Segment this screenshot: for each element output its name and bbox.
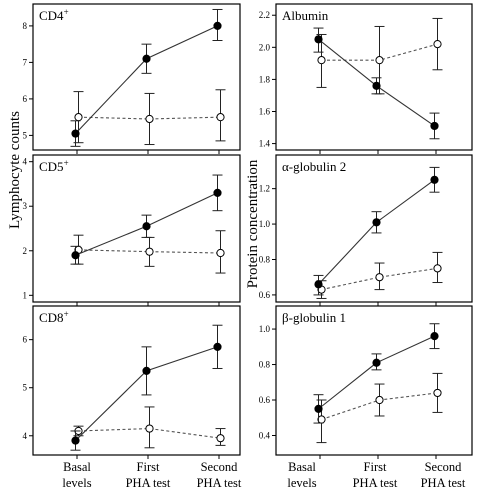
ytick-label-cd5-1: 2 — [23, 246, 28, 256]
panel-frame-cd4 — [32, 3, 241, 151]
data-point-cd5-1-2 — [216, 248, 225, 258]
panel-title-cd8: CD8+ — [39, 309, 69, 325]
data-point-cd4-0-0 — [71, 129, 80, 138]
data-point-albumin-1-2 — [433, 40, 442, 49]
panel-title-cd4: CD4+ — [39, 7, 69, 23]
data-point-cd4-0-2 — [213, 21, 222, 30]
ytick-label-alpha-globulin-2-2: 1.0 — [259, 219, 271, 229]
ytick-label-cd4-0: 5 — [23, 130, 28, 140]
data-point-cd5-0-0 — [71, 251, 80, 260]
panel-cd5: CD5+ 1 2 3 4 — [23, 154, 241, 306]
ytick-label-albumin-2: 1.8 — [259, 74, 271, 84]
ytick-label-cd8-2: 6 — [23, 335, 28, 345]
data-point-albumin-0-2 — [430, 121, 439, 131]
ytick-label-albumin-1: 1.6 — [259, 106, 271, 116]
ytick-label-cd4-2: 7 — [23, 57, 28, 67]
data-point-cd5-0-2 — [213, 188, 222, 197]
data-point-beta-globulin-1-0-2 — [430, 332, 439, 341]
data-point-beta-globulin-1-0-0 — [314, 404, 323, 413]
ytick-label-cd8-0: 4 — [23, 431, 28, 441]
ytick-label-beta-globulin-1-0: 0.4 — [259, 430, 271, 440]
panels: CD4+ 5 6 7 8 Albumin 1.4 1.6 1.8 2.0 2.2 CD5+ 1 2 3 4 α-… — [23, 3, 473, 459]
ytick-label-albumin-4: 2.2 — [259, 10, 270, 20]
data-point-albumin-0-1 — [372, 81, 381, 90]
data-point-beta-globulin-1-1-2 — [433, 388, 442, 398]
x-label-first-line1: First — [137, 460, 160, 474]
data-point-alpha-globulin-2-1-2 — [433, 264, 442, 273]
ytick-label-alpha-globulin-2-3: 1.2 — [259, 184, 270, 194]
x-label-basal-line2-right: levels — [287, 476, 316, 490]
x-label-basal-line1-right: Basal — [288, 460, 316, 474]
series-line-cd8-1 — [78, 428, 221, 439]
ytick-label-albumin-3: 2.0 — [259, 42, 271, 52]
ytick-label-albumin-0: 1.4 — [259, 139, 271, 149]
data-point-cd8-1-2 — [216, 434, 225, 443]
panel-title-albumin: Albumin — [282, 8, 329, 23]
data-point-albumin-1-0 — [317, 56, 326, 65]
x-label-first-line2-right: PHA test — [353, 476, 398, 490]
x-label-basal-line2: levels — [62, 476, 91, 490]
ytick-label-cd4-1: 6 — [23, 94, 28, 104]
ytick-label-alpha-globulin-2-1: 0.8 — [259, 254, 271, 264]
panel-title-beta-globulin-1: β-globulin 1 — [282, 310, 346, 325]
ytick-label-cd5-2: 3 — [23, 201, 28, 211]
panel-frame-cd8 — [32, 305, 241, 456]
data-point-albumin-0-0 — [314, 35, 323, 44]
data-point-beta-globulin-1-0-1 — [372, 358, 381, 367]
panel-albumin: Albumin 1.4 1.6 1.8 2.0 2.2 — [259, 3, 473, 154]
data-point-cd8-0-0 — [71, 436, 80, 445]
ytick-label-cd4-3: 8 — [23, 21, 28, 31]
series-line-cd4-1 — [78, 116, 221, 120]
ytick-label-beta-globulin-1-1: 0.6 — [259, 395, 271, 405]
data-point-cd8-1-1 — [145, 424, 154, 433]
data-point-cd4-1-2 — [216, 113, 225, 122]
data-point-cd8-0-1 — [142, 366, 151, 375]
data-point-cd4-1-1 — [145, 114, 154, 124]
right-y-axis-label: Protein concentration — [245, 159, 261, 288]
x-label-second-line2: PHA test — [197, 476, 242, 490]
x-label-basal-line1: Basal — [63, 460, 91, 474]
x-label-second-line1-right: Second — [425, 460, 463, 474]
x-label-first-line1-right: First — [364, 460, 387, 474]
panel-cd4: CD4+ 5 6 7 8 — [23, 3, 241, 154]
data-point-alpha-globulin-2-0-0 — [314, 280, 323, 289]
panel-beta-globulin-1: β-globulin 1 0.4 0.6 0.8 1.0 — [259, 305, 473, 459]
data-point-cd8-0-2 — [213, 342, 222, 351]
ytick-label-cd5-3: 4 — [23, 157, 28, 167]
panel-title-sup-cd4: + — [64, 7, 69, 17]
panel-alpha-globulin-2: α-globulin 2 0.6 0.8 1.0 1.2 — [259, 154, 473, 306]
panel-frame-cd5 — [32, 154, 241, 303]
data-point-albumin-1-1 — [375, 56, 384, 65]
panel-cd8: CD8+ 4 5 6 — [23, 305, 241, 459]
ytick-label-cd8-1: 5 — [23, 383, 28, 393]
data-point-beta-globulin-1-1-1 — [375, 395, 384, 405]
data-point-alpha-globulin-2-0-2 — [430, 175, 439, 184]
ytick-label-alpha-globulin-2-0: 0.6 — [259, 290, 271, 300]
x-label-second-line1: Second — [201, 460, 239, 474]
x-label-first-line2: PHA test — [126, 476, 171, 490]
panel-frame-albumin — [275, 3, 473, 151]
x-category-labels: Basal levels First PHA test Second PHA t… — [62, 460, 466, 490]
panel-title-sup-cd8: + — [64, 309, 69, 319]
data-point-cd5-1-1 — [145, 247, 154, 256]
left-y-axis-label: Lymphocyte counts — [7, 111, 23, 229]
ytick-label-beta-globulin-1-2: 0.8 — [259, 360, 271, 370]
ytick-label-cd5-0: 1 — [23, 290, 28, 300]
data-point-cd4-1-0 — [74, 113, 83, 122]
panel-title-sup-cd5: + — [64, 158, 69, 168]
panel-frame-alpha-globulin-2 — [275, 154, 473, 303]
data-point-alpha-globulin-2-0-1 — [372, 218, 381, 227]
ytick-label-beta-globulin-1-3: 1.0 — [259, 324, 271, 334]
panel-frame-beta-globulin-1 — [275, 305, 473, 456]
data-point-cd5-0-1 — [142, 222, 151, 231]
panel-title-cd5: CD5+ — [39, 158, 69, 174]
data-point-alpha-globulin-2-1-1 — [375, 273, 384, 282]
data-point-cd4-0-1 — [142, 54, 151, 63]
x-label-second-line2-right: PHA test — [421, 476, 466, 490]
panel-title-alpha-globulin-2: α-globulin 2 — [282, 159, 346, 174]
series-line-cd5-1 — [78, 249, 221, 254]
